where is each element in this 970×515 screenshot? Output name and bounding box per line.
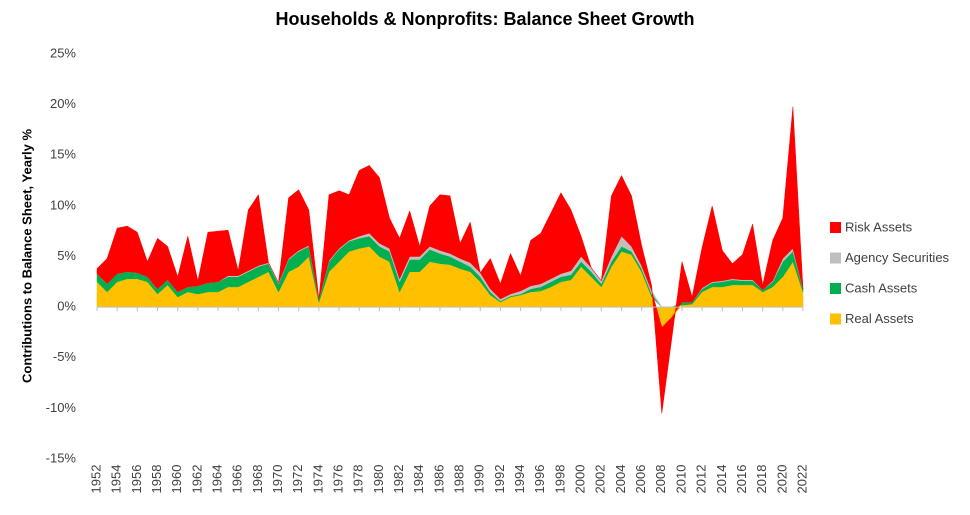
y-tick-label: -15% — [46, 450, 77, 465]
y-tick-label: 10% — [50, 197, 76, 212]
x-tick-label: 1992 — [492, 465, 507, 494]
x-tick-label: 2002 — [593, 465, 608, 494]
legend-label: Agency Securities — [845, 250, 950, 265]
x-tick-label: 1982 — [391, 465, 406, 494]
x-tick-label: 1976 — [330, 465, 345, 494]
x-tick-label: 1958 — [149, 465, 164, 494]
y-axis-title: Contributions to Balance Sheet, Yearly % — [19, 129, 34, 383]
y-tick-label: 15% — [50, 147, 76, 162]
x-tick-label: 2012 — [694, 465, 709, 494]
x-tick-label: 1954 — [109, 465, 124, 494]
x-tick-label: 1986 — [431, 465, 446, 494]
x-tick-label: 1956 — [129, 465, 144, 494]
x-tick-label: 1984 — [411, 465, 426, 494]
legend-swatch — [830, 252, 841, 264]
x-tick-label: 1962 — [189, 465, 204, 494]
x-tick-label: 1996 — [532, 465, 547, 494]
x-tick-label: 2020 — [774, 465, 789, 494]
x-tick-label: 2004 — [613, 465, 628, 494]
area — [96, 106, 804, 414]
x-tick-label: 2010 — [673, 465, 688, 494]
x-tick-label: 1998 — [552, 465, 567, 494]
x-tick-label: 1966 — [230, 465, 245, 494]
x-tick-label: 1980 — [371, 465, 386, 494]
legend-swatch — [830, 283, 841, 294]
x-tick-label: 2006 — [633, 465, 648, 494]
legend-label: Real Assets — [845, 311, 914, 326]
legend-swatch — [830, 313, 841, 325]
y-tick-label: -5% — [53, 349, 77, 364]
x-tick-label: 1978 — [351, 465, 366, 494]
y-tick-label: 0% — [57, 299, 76, 314]
legend-label: Cash Assets — [845, 280, 918, 295]
x-tick-label: 2014 — [714, 465, 729, 494]
x-tick-label: 2018 — [754, 465, 769, 494]
legend-swatch — [830, 222, 841, 233]
chart-title: Households & Nonprofits: Balance Sheet G… — [275, 9, 694, 29]
x-tick-label: 1952 — [88, 465, 103, 494]
y-tick-label: -10% — [46, 400, 77, 415]
x-tick-label: 1968 — [250, 465, 265, 494]
x-tick-label: 2016 — [734, 465, 749, 494]
y-tick-label: 25% — [50, 45, 76, 60]
x-tick-label: 2022 — [794, 465, 809, 494]
x-tick-label: 1990 — [472, 465, 487, 494]
x-tick-label: 1972 — [290, 465, 305, 494]
y-tick-label: 5% — [57, 248, 76, 263]
x-tick-label: 1964 — [209, 465, 224, 494]
x-tick-label: 1988 — [452, 465, 467, 494]
x-tick-label: 1960 — [169, 465, 184, 494]
x-tick-label: 1994 — [512, 465, 527, 494]
x-tick-label: 1974 — [310, 465, 325, 494]
areas — [96, 106, 804, 414]
x-tick-label: 2000 — [573, 465, 588, 494]
y-tick-label: 20% — [50, 96, 76, 111]
x-tick-label: 1970 — [270, 465, 285, 494]
x-tick-label: 2008 — [653, 465, 668, 494]
legend-label: Risk Assets — [845, 219, 913, 234]
